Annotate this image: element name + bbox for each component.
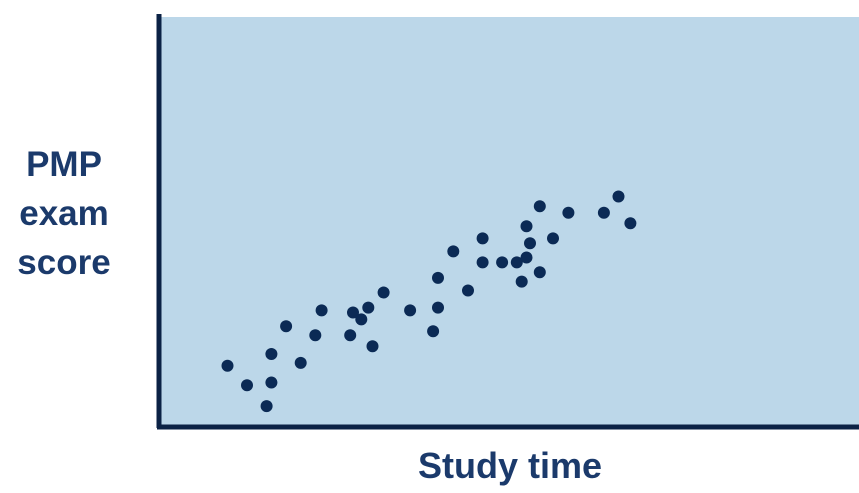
data-point [510,256,523,269]
data-point [612,190,625,203]
data-point [476,256,489,269]
data-point [427,325,440,338]
data-point [280,320,293,333]
plot-area [160,17,859,426]
data-point [562,206,575,219]
data-point [315,304,328,317]
data-point [260,400,273,413]
y-axis-label-line-3: score [17,243,111,282]
data-points [221,190,637,413]
data-point [515,275,528,288]
data-point [355,313,368,326]
data-point [404,304,417,317]
data-point [496,256,509,269]
y-axis-label-line-1: PMP [26,145,102,184]
data-point [366,340,379,353]
data-point [362,301,375,314]
data-point [344,329,357,342]
data-point [347,306,359,319]
data-point [547,232,559,245]
data-point [265,376,278,389]
data-point [476,232,489,245]
data-point [533,200,546,213]
data-point [265,348,278,360]
y-axis-label-line-2: exam [19,194,109,233]
data-point [432,271,444,284]
data-point [221,359,234,372]
data-point [294,356,307,369]
data-point [524,237,536,250]
data-point [462,284,474,297]
data-point [533,266,546,279]
data-point [432,301,444,314]
data-point [377,286,390,299]
data-point [624,217,637,230]
data-point [241,379,253,392]
data-point [520,220,533,233]
data-point [447,245,460,258]
data-point [597,206,610,219]
y-axis-label: PMP exam score [0,140,128,287]
data-point [520,251,533,264]
x-axis-label: Study time [417,445,603,486]
data-point [309,329,322,342]
